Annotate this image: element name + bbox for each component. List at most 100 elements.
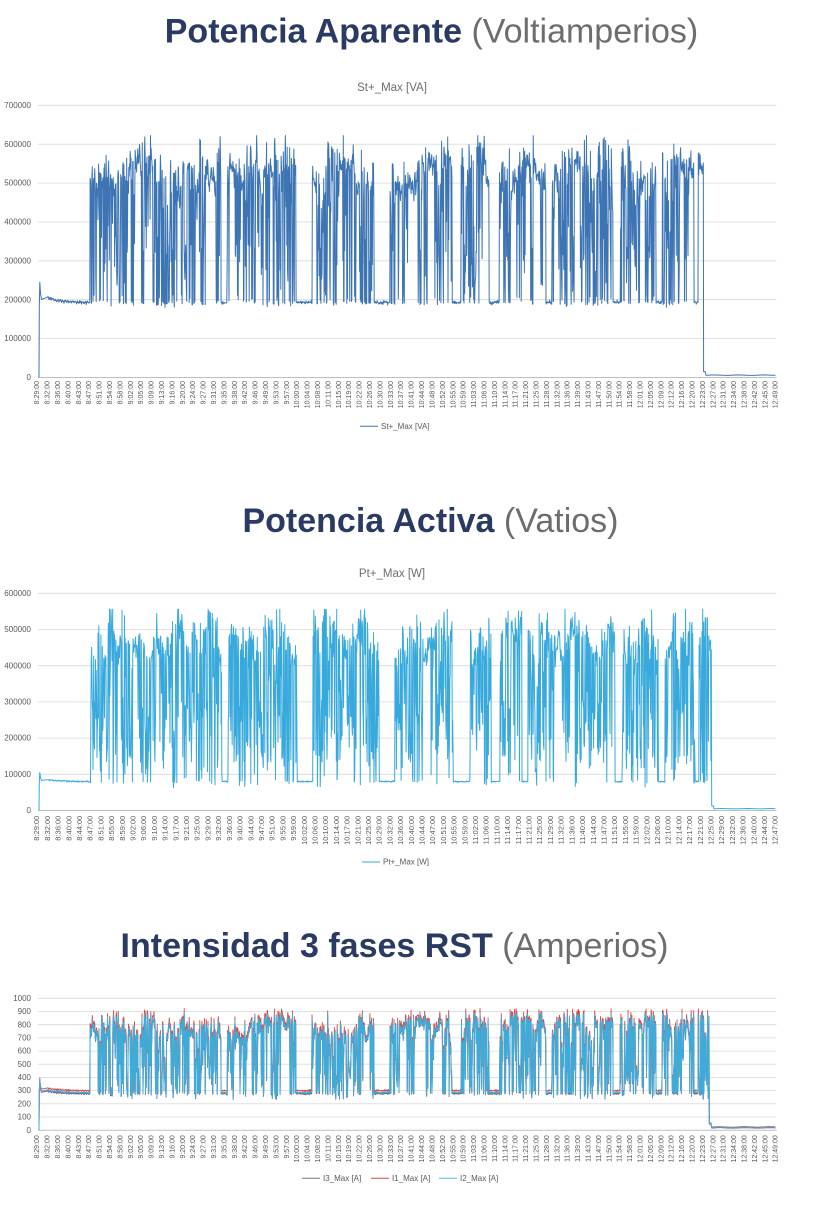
svg-text:11:29:00: 11:29:00 bbox=[546, 816, 555, 845]
svg-text:600000: 600000 bbox=[4, 589, 31, 598]
svg-text:10:44:00: 10:44:00 bbox=[419, 381, 426, 408]
svg-text:9:32:00: 9:32:00 bbox=[214, 816, 223, 841]
svg-text:0: 0 bbox=[27, 806, 32, 815]
svg-text:9:40:00: 9:40:00 bbox=[236, 816, 245, 841]
svg-text:11:39:00: 11:39:00 bbox=[575, 381, 582, 408]
svg-text:8:29:00: 8:29:00 bbox=[32, 816, 41, 841]
svg-text:9:02:00: 9:02:00 bbox=[128, 1135, 135, 1158]
svg-text:11:25:00: 11:25:00 bbox=[535, 816, 544, 845]
svg-text:12:21:00: 12:21:00 bbox=[696, 816, 705, 845]
svg-text:12:02:00: 12:02:00 bbox=[642, 816, 651, 845]
svg-text:10:04:00: 10:04:00 bbox=[305, 381, 312, 408]
svg-text:500000: 500000 bbox=[4, 179, 31, 188]
svg-text:8:36:00: 8:36:00 bbox=[55, 381, 62, 404]
svg-text:12:14:00: 12:14:00 bbox=[674, 816, 683, 845]
svg-text:100000: 100000 bbox=[4, 334, 31, 343]
svg-text:10:36:00: 10:36:00 bbox=[396, 816, 405, 845]
svg-text:11:28:00: 11:28:00 bbox=[544, 381, 551, 408]
svg-text:Pt+_Max [W]: Pt+_Max [W] bbox=[359, 568, 425, 580]
svg-text:11:55:00: 11:55:00 bbox=[621, 816, 630, 845]
svg-text:800: 800 bbox=[18, 1020, 32, 1029]
svg-text:1000: 1000 bbox=[13, 994, 31, 1003]
svg-text:11:43:00: 11:43:00 bbox=[586, 381, 593, 408]
svg-text:8:29:00: 8:29:00 bbox=[34, 381, 41, 404]
svg-text:8:51:00: 8:51:00 bbox=[97, 1135, 104, 1158]
svg-text:9:02:00: 9:02:00 bbox=[129, 816, 138, 841]
svg-text:12:23:00: 12:23:00 bbox=[700, 1135, 707, 1162]
svg-text:12:49:00: 12:49:00 bbox=[773, 1135, 780, 1162]
svg-text:11:14:00: 11:14:00 bbox=[502, 381, 509, 408]
svg-text:11:06:00: 11:06:00 bbox=[482, 816, 491, 845]
svg-text:10:22:00: 10:22:00 bbox=[357, 1135, 364, 1162]
svg-text:10:00:00: 10:00:00 bbox=[294, 1135, 301, 1162]
svg-text:12:31:00: 12:31:00 bbox=[721, 1135, 728, 1162]
svg-text:12:01:00: 12:01:00 bbox=[638, 381, 645, 408]
svg-text:9:42:00: 9:42:00 bbox=[242, 1135, 249, 1158]
svg-text:9:38:00: 9:38:00 bbox=[232, 1135, 239, 1158]
svg-text:12:20:00: 12:20:00 bbox=[690, 381, 697, 408]
svg-text:11:32:00: 11:32:00 bbox=[557, 816, 566, 845]
svg-text:8:59:00: 8:59:00 bbox=[118, 816, 127, 841]
svg-text:8:29:00: 8:29:00 bbox=[34, 1135, 41, 1158]
svg-text:9:20:00: 9:20:00 bbox=[180, 1135, 187, 1158]
svg-text:11:54:00: 11:54:00 bbox=[617, 1135, 624, 1162]
svg-text:9:35:00: 9:35:00 bbox=[221, 381, 228, 404]
svg-text:11:17:00: 11:17:00 bbox=[513, 381, 520, 408]
svg-text:12:17:00: 12:17:00 bbox=[685, 816, 694, 845]
svg-text:11:54:00: 11:54:00 bbox=[617, 381, 624, 408]
svg-text:9:49:00: 9:49:00 bbox=[263, 381, 270, 404]
svg-text:9:49:00: 9:49:00 bbox=[263, 1135, 270, 1158]
svg-text:400000: 400000 bbox=[4, 661, 31, 670]
svg-text:11:14:00: 11:14:00 bbox=[502, 1135, 509, 1162]
svg-text:8:51:00: 8:51:00 bbox=[97, 381, 104, 404]
svg-text:10:19:00: 10:19:00 bbox=[346, 381, 353, 408]
svg-text:8:43:00: 8:43:00 bbox=[76, 381, 83, 404]
svg-text:12:12:00: 12:12:00 bbox=[669, 1135, 676, 1162]
svg-text:12:20:00: 12:20:00 bbox=[690, 1135, 697, 1162]
svg-text:12:38:00: 12:38:00 bbox=[742, 1135, 749, 1162]
svg-text:11:50:00: 11:50:00 bbox=[606, 1135, 613, 1162]
svg-text:12:12:00: 12:12:00 bbox=[669, 381, 676, 408]
svg-text:12:44:00: 12:44:00 bbox=[760, 816, 769, 845]
svg-text:10:47:00: 10:47:00 bbox=[428, 816, 437, 845]
svg-text:8:51:00: 8:51:00 bbox=[96, 816, 105, 841]
svg-text:200000: 200000 bbox=[4, 295, 31, 304]
svg-text:10:48:00: 10:48:00 bbox=[430, 381, 437, 408]
svg-text:I3_Max [A]: I3_Max [A] bbox=[323, 1174, 361, 1183]
svg-text:10:32:00: 10:32:00 bbox=[385, 816, 394, 845]
svg-text:11:03:00: 11:03:00 bbox=[471, 1135, 478, 1162]
svg-text:8:58:00: 8:58:00 bbox=[117, 381, 124, 404]
svg-text:12:32:00: 12:32:00 bbox=[728, 816, 737, 845]
svg-text:11:43:00: 11:43:00 bbox=[586, 1135, 593, 1162]
svg-text:10:51:00: 10:51:00 bbox=[439, 816, 448, 845]
svg-text:10:08:00: 10:08:00 bbox=[315, 1135, 322, 1162]
svg-text:9:09:00: 9:09:00 bbox=[149, 1135, 156, 1158]
svg-text:100: 100 bbox=[18, 1113, 32, 1122]
svg-text:11:40:00: 11:40:00 bbox=[578, 816, 587, 845]
svg-text:11:02:00: 11:02:00 bbox=[471, 816, 480, 845]
svg-text:10:11:00: 10:11:00 bbox=[325, 381, 332, 408]
svg-text:9:42:00: 9:42:00 bbox=[242, 381, 249, 404]
svg-text:8:40:00: 8:40:00 bbox=[65, 381, 72, 404]
svg-text:11:10:00: 11:10:00 bbox=[492, 381, 499, 408]
svg-text:9:46:00: 9:46:00 bbox=[253, 381, 260, 404]
svg-text:8:54:00: 8:54:00 bbox=[107, 1135, 114, 1158]
svg-text:12:36:00: 12:36:00 bbox=[739, 816, 748, 845]
svg-text:12:42:00: 12:42:00 bbox=[752, 381, 759, 408]
svg-text:12:45:00: 12:45:00 bbox=[762, 1135, 769, 1162]
svg-text:9:14:00: 9:14:00 bbox=[161, 816, 170, 841]
svg-text:11:32:00: 11:32:00 bbox=[554, 1135, 561, 1162]
svg-text:11:17:00: 11:17:00 bbox=[513, 1135, 520, 1162]
svg-text:900: 900 bbox=[18, 1007, 32, 1016]
svg-text:9:16:00: 9:16:00 bbox=[169, 381, 176, 404]
svg-text:9:59:00: 9:59:00 bbox=[289, 816, 298, 841]
svg-text:10:00:00: 10:00:00 bbox=[294, 381, 301, 408]
svg-text:8:43:00: 8:43:00 bbox=[76, 1135, 83, 1158]
svg-text:11:47:00: 11:47:00 bbox=[596, 1135, 603, 1162]
svg-text:9:13:00: 9:13:00 bbox=[159, 1135, 166, 1158]
svg-text:11:06:00: 11:06:00 bbox=[482, 381, 489, 408]
svg-text:9:35:00: 9:35:00 bbox=[221, 1135, 228, 1158]
svg-text:10:59:00: 10:59:00 bbox=[461, 1135, 468, 1162]
svg-text:11:21:00: 11:21:00 bbox=[523, 381, 530, 408]
svg-text:9:51:00: 9:51:00 bbox=[268, 816, 277, 841]
